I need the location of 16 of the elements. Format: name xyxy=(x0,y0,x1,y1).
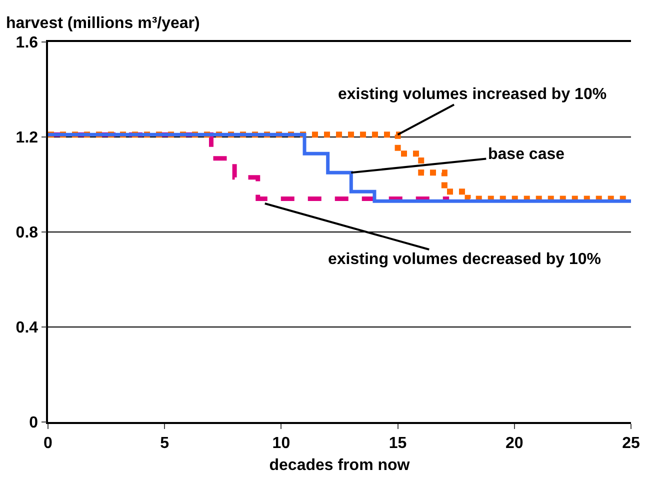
y-axis-title: harvest (millions m³/year) xyxy=(6,15,200,32)
x-tick-label: 0 xyxy=(44,434,53,452)
annotation: base case xyxy=(488,146,565,163)
x-tick-label: 25 xyxy=(622,434,640,452)
x-axis-title: decades from now xyxy=(269,457,410,474)
annotation: existing volumes decreased by 10% xyxy=(328,251,602,268)
y-tick-label: 1.2 xyxy=(16,130,38,147)
annotation: existing volumes increased by 10% xyxy=(338,86,607,103)
x-tick-label: 15 xyxy=(388,434,407,452)
y-tick-label: 1.6 xyxy=(16,34,38,52)
y-tick-label: 0 xyxy=(29,414,38,432)
y-tick-label: 0.8 xyxy=(16,224,38,242)
y-tick-label: 0.4 xyxy=(16,320,38,337)
x-tick-label: 20 xyxy=(506,434,524,452)
x-tick-label: 10 xyxy=(272,434,290,452)
x-tick-label: 5 xyxy=(160,434,170,452)
